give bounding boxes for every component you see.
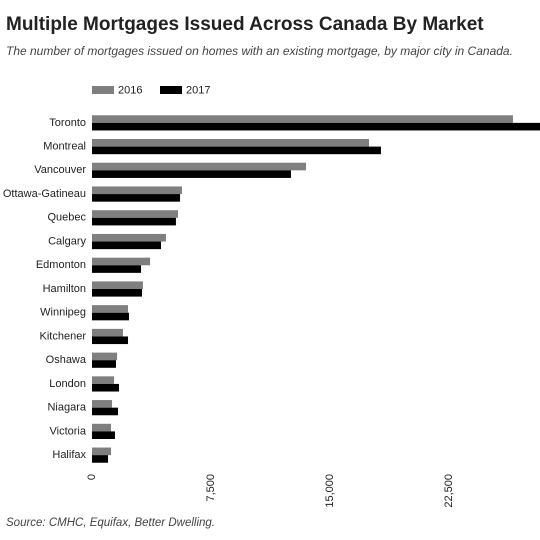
bar [92, 383, 119, 392]
y-tick-label: London [49, 378, 86, 390]
bar [92, 423, 112, 432]
bar [92, 194, 181, 202]
bar [92, 376, 115, 384]
bar [92, 265, 142, 273]
bar [92, 305, 129, 313]
bar [92, 289, 142, 297]
bar [92, 217, 176, 226]
bar [92, 162, 307, 171]
legend-swatch [92, 86, 114, 94]
x-tick-label: 0 [86, 474, 98, 480]
bar [92, 431, 116, 439]
x-tick-label: 15,000 [324, 474, 336, 508]
y-tick-label: Victoria [50, 425, 87, 437]
bar [92, 400, 112, 408]
bar [92, 257, 151, 266]
bar [92, 336, 129, 345]
y-tick-label: Kitchener [40, 330, 87, 342]
bar [92, 122, 540, 131]
source-note: Source: CMHC, Equifax, Better Dwelling. [6, 517, 215, 529]
y-tick-label: Calgary [48, 235, 86, 247]
bar [92, 281, 143, 289]
y-tick-label: Vancouver [34, 164, 86, 176]
bar [92, 115, 513, 123]
y-tick-label: Oshawa [46, 354, 87, 366]
bar [92, 407, 119, 416]
y-tick-label: Ottawa-Gatineau [3, 188, 86, 200]
y-tick-label: Montreal [43, 141, 86, 153]
bar [92, 455, 109, 463]
y-tick-label: Halifax [52, 449, 86, 461]
y-tick-label: Winnipeg [40, 307, 86, 319]
chart-title: Multiple Mortgages Issued Across Canada … [6, 14, 484, 35]
bar [92, 360, 116, 368]
y-tick-label: Hamilton [43, 283, 86, 295]
bar [92, 233, 166, 242]
legend-swatch [160, 86, 182, 94]
legend-label: 2016 [118, 84, 142, 96]
bar [92, 139, 370, 147]
bar [92, 146, 381, 155]
y-tick-label: Toronto [49, 117, 86, 129]
y-tick-label: Quebec [47, 212, 86, 224]
y-tick-label: Niagara [47, 402, 86, 414]
bar [92, 328, 123, 337]
chart-subtitle: The number of mortgages issued on homes … [6, 44, 513, 58]
bar [92, 186, 182, 195]
x-tick-label: 22,500 [443, 474, 455, 508]
bar [92, 170, 291, 178]
x-tick-label: 7,500 [205, 474, 217, 502]
y-tick-label: Edmonton [36, 259, 86, 271]
legend-label: 2017 [186, 84, 210, 96]
bar [92, 447, 112, 456]
bar [92, 312, 129, 321]
bar [92, 241, 162, 250]
bar [92, 352, 118, 361]
bar [92, 210, 178, 218]
